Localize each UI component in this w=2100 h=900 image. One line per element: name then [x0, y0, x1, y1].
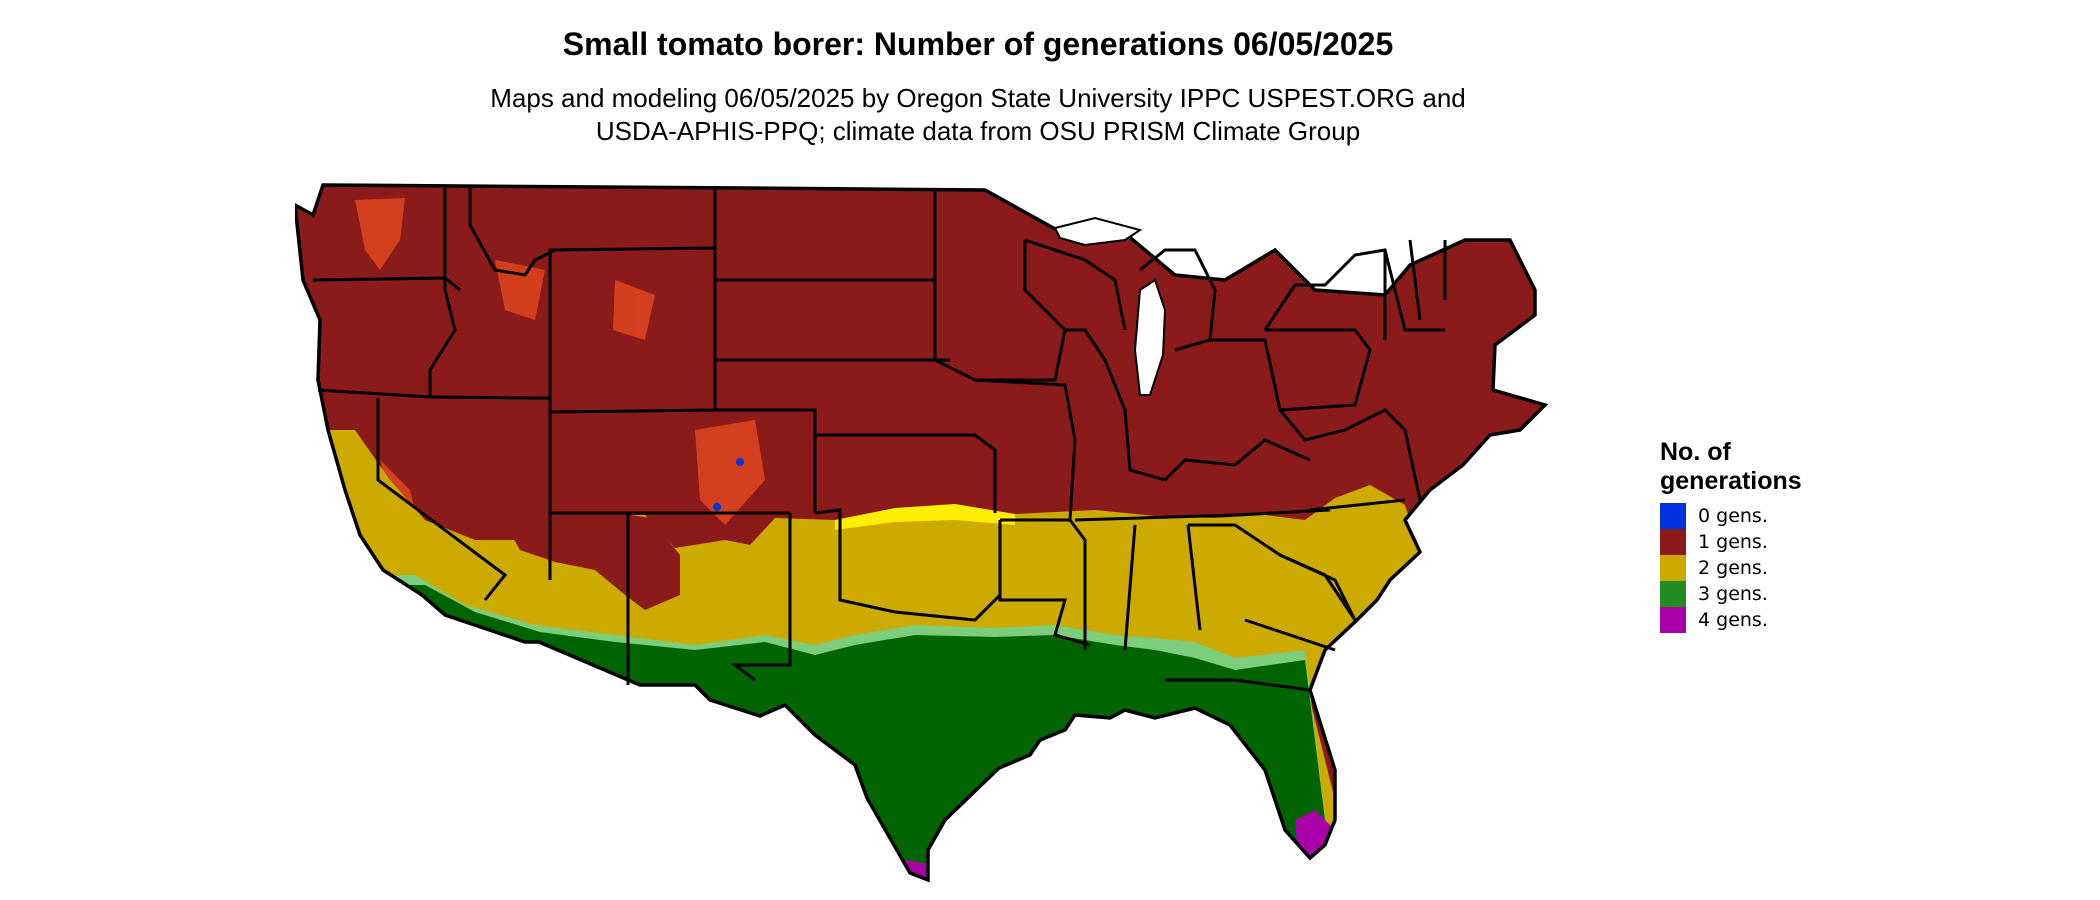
- boundary-oh-pa: [1210, 328, 1372, 412]
- zone-gen1-arizona-plateau: [495, 498, 680, 610]
- legend-title-line-1: No. of: [1660, 438, 1731, 466]
- boundary-or-ca-nv: [317, 388, 536, 400]
- zone-gen4-texas: [905, 860, 935, 880]
- map-title: Small tomato borer: Number of generation…: [562, 26, 1394, 62]
- boundary-ks-ok: [815, 433, 997, 513]
- legend-label: 0 gens.: [1698, 505, 1768, 527]
- highland-wyoming: [613, 280, 655, 340]
- gen0-spot: [736, 458, 744, 466]
- generation-zones: [295, 185, 1545, 880]
- boundary-nv-ut: [535, 396, 552, 580]
- legend-swatch: [1660, 529, 1686, 555]
- lake-michigan: [1133, 278, 1167, 396]
- map-legend: No. of generations 0 gens. 1 gens. 2 gens.…: [1660, 438, 1860, 633]
- boundary-ca-nv-diag: [376, 398, 508, 601]
- legend-item: 1 gens.: [1660, 529, 1860, 555]
- legend-swatch: [1660, 607, 1686, 633]
- boundary-mn: [933, 188, 1067, 382]
- subtitle-line-1: Maps and modeling 06/05/2025 by Oregon S…: [490, 83, 1466, 113]
- boundary-ar-la: [998, 520, 1091, 647]
- legend-label: 2 gens.: [1698, 557, 1768, 579]
- legend-item: 0 gens.: [1660, 503, 1860, 529]
- legend-items: 0 gens. 1 gens. 2 gens. 3 gens. 4 gens.: [1660, 503, 1860, 633]
- highland-idaho: [495, 260, 545, 320]
- highland-colorado: [695, 420, 765, 525]
- legend-item: 3 gens.: [1660, 581, 1860, 607]
- boundary-fl: [1165, 678, 1311, 692]
- us-generations-map: [295, 183, 1549, 883]
- subtitle-line-2: USDA-APHIS-PPQ; climate data from OSU PR…: [595, 116, 1361, 146]
- legend-title: No. of generations: [1660, 438, 1860, 496]
- legend-label: 3 gens.: [1698, 583, 1768, 605]
- zone-gen0-spots: [713, 458, 744, 511]
- boundary-co-ks: [715, 408, 817, 513]
- boundary-id-mt: [468, 188, 556, 277]
- boundary-ms-al: [1068, 519, 1202, 651]
- boundary-tx-nm: [730, 513, 792, 682]
- boundary-il-in-oh: [1065, 328, 1311, 482]
- legend-label: 1 gens.: [1698, 531, 1768, 553]
- boundary-ky-tn: [1074, 508, 1331, 522]
- us-outline: [295, 183, 1549, 883]
- boundary-ut-co: [548, 412, 790, 515]
- lake-superior-outline: [1053, 216, 1143, 247]
- boundary-wi-mi: [1024, 238, 1217, 352]
- map-subtitle: Maps and modeling 06/05/2025 by Oregon S…: [0, 82, 1956, 148]
- legend-item: 4 gens.: [1660, 607, 1860, 633]
- boundary-sc-ga: [1244, 553, 1357, 652]
- legend-item: 2 gens.: [1660, 555, 1860, 581]
- boundary-va-nc: [1278, 408, 1422, 512]
- boundary-ny: [1263, 248, 1445, 332]
- gen0-spot: [713, 503, 721, 511]
- boundary-ok-tx: [814, 508, 1002, 622]
- legend-swatch: [1660, 555, 1686, 581]
- boundary-or-id: [428, 188, 457, 397]
- zone-gen2-border-band: [835, 504, 1015, 530]
- highland-cascades: [355, 198, 405, 270]
- legend-label: 4 gens.: [1698, 609, 1768, 631]
- state-boundaries: [312, 188, 1447, 692]
- boundary-mo-ar: [974, 378, 1077, 522]
- legend-swatch: [1660, 581, 1686, 607]
- legend-title-line-2: generations: [1660, 467, 1802, 495]
- boundary-nd-sd-ne: [713, 188, 950, 410]
- legend-swatch: [1660, 503, 1686, 529]
